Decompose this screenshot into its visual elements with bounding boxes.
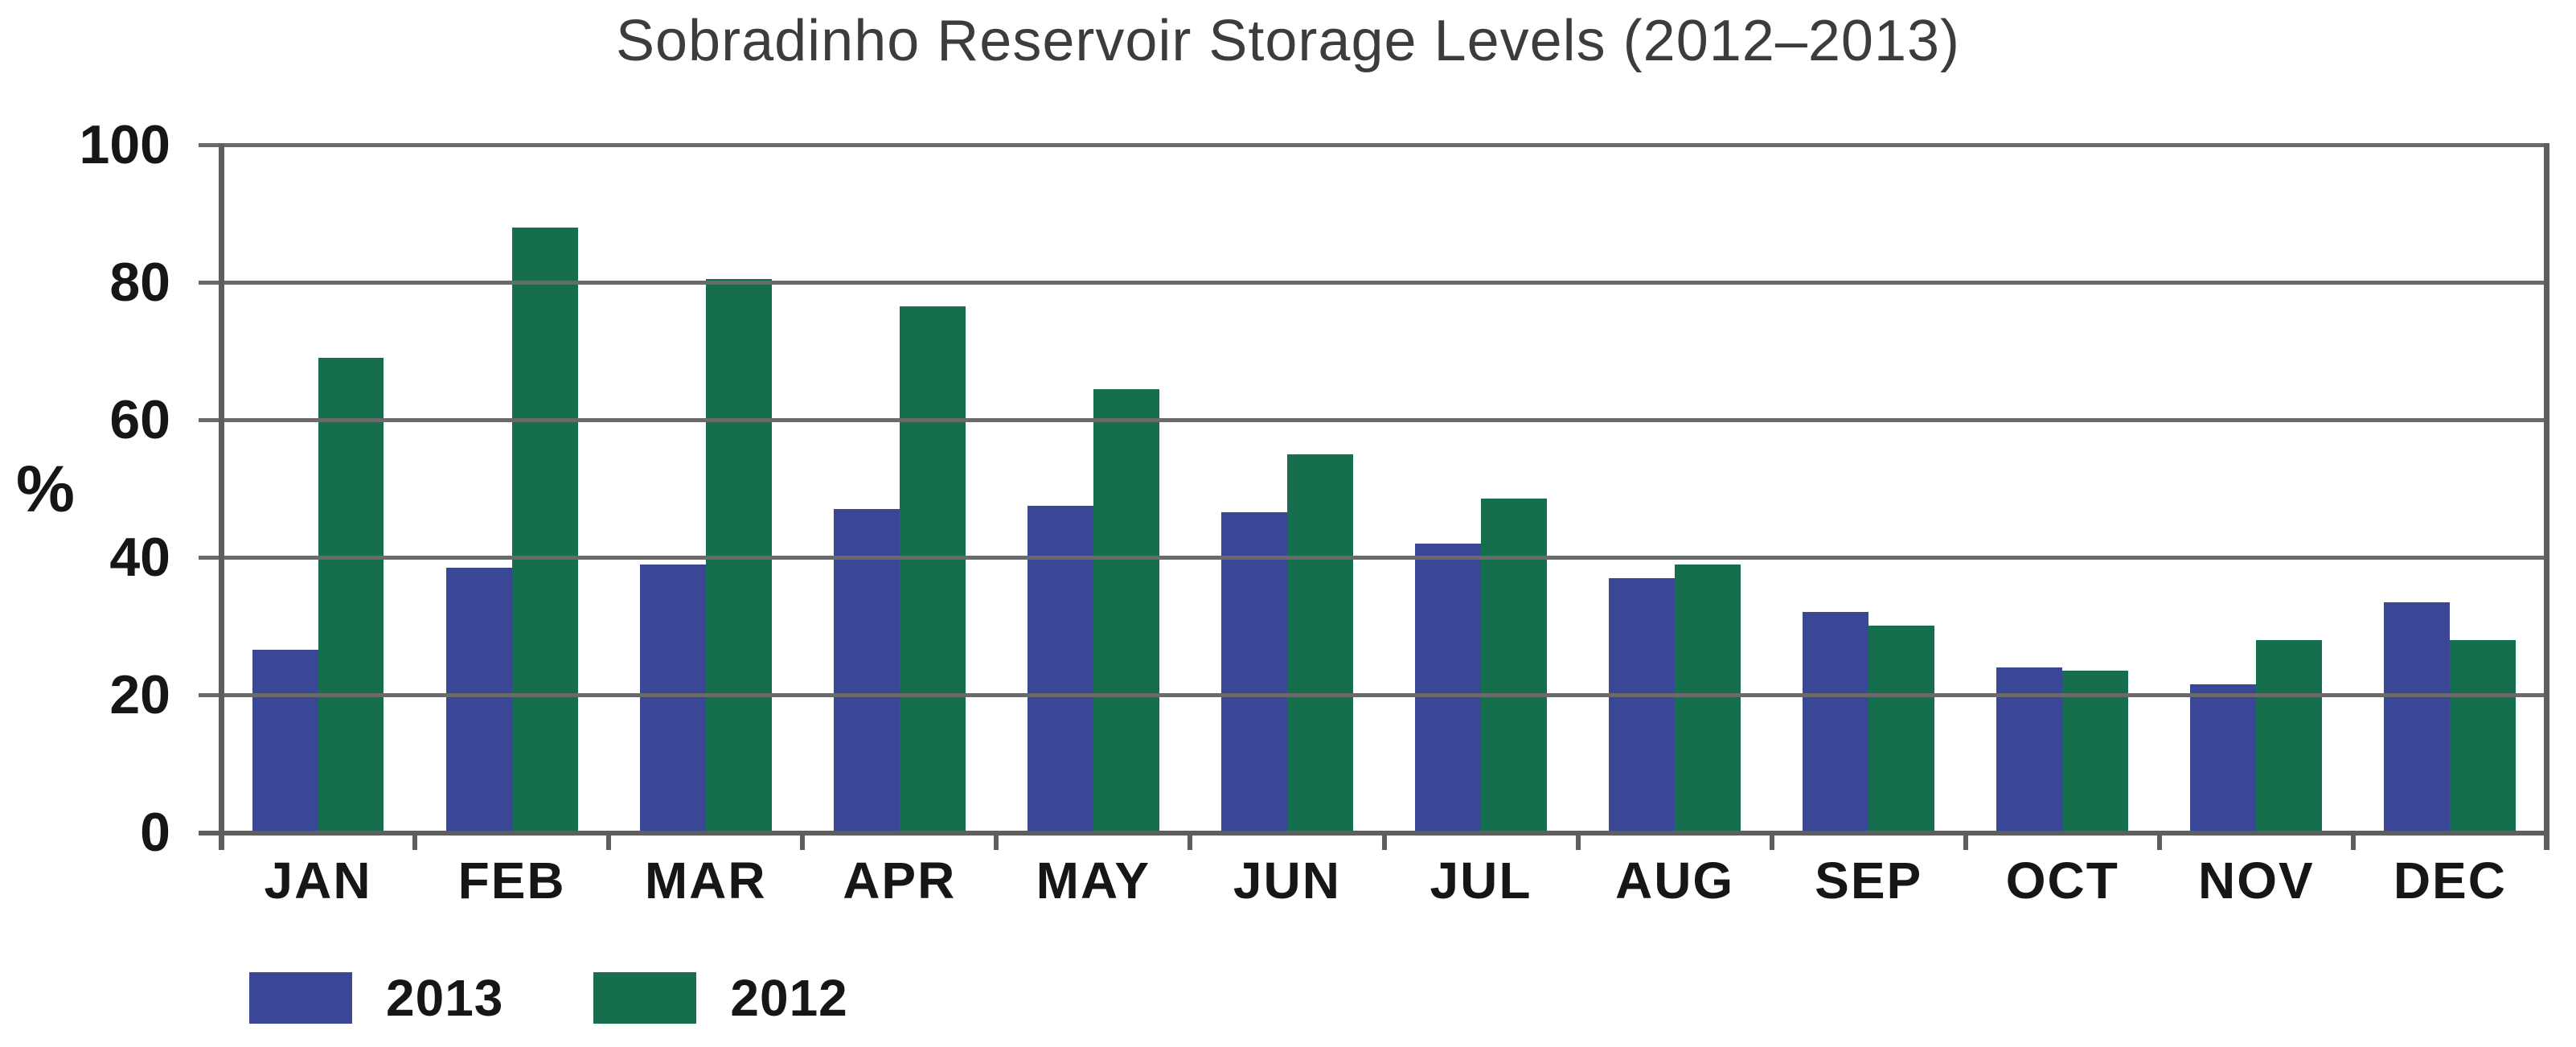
bar-group-aug: [1578, 145, 1772, 832]
gridline-60: [199, 418, 2547, 422]
bars-layer: [221, 145, 2547, 832]
bar-group-nov: [2160, 145, 2353, 832]
y-tick-label-80: 80: [109, 252, 170, 313]
x-axis-tick-1: [412, 832, 418, 850]
plot-area: [199, 143, 2549, 850]
bar-2013-may: [1027, 506, 1093, 832]
bar-2012-oct: [2062, 671, 2129, 832]
bar-2013-dec: [2384, 602, 2451, 832]
chart-legend: 2013 2012: [249, 968, 938, 1028]
y-axis-unit-label: %: [16, 453, 75, 526]
legend-label-2013: 2013: [386, 969, 504, 1027]
plot-right-border: [2544, 143, 2549, 850]
bar-group-dec: [2353, 145, 2547, 832]
month-label-dec: DEC: [2393, 852, 2507, 909]
bar-2012-nov: [2256, 640, 2323, 832]
x-axis-tick-5: [1188, 832, 1193, 850]
gridline-20: [199, 693, 2547, 697]
bar-2013-jul: [1415, 544, 1481, 832]
x-axis-tick-3: [800, 832, 806, 850]
bar-2013-nov: [2190, 684, 2257, 832]
gridline-40: [199, 556, 2547, 560]
y-tick-label-0: 0: [140, 802, 170, 863]
y-tick-label-20: 20: [109, 664, 170, 725]
bar-2012-may: [1093, 389, 1159, 832]
month-label-sep: SEP: [1815, 852, 1923, 909]
y-axis-tick-labels: 100 80 60 40 20 0: [0, 114, 170, 863]
bar-2013-sep: [1803, 612, 1869, 832]
legend-label-2012: 2012: [730, 969, 848, 1027]
bar-2012-apr: [899, 306, 966, 832]
legend-swatch-2012: [593, 972, 697, 1024]
legend-item-2013: 2013: [249, 968, 503, 1028]
bar-2012-feb: [511, 228, 578, 832]
y-tick-label-100: 100: [79, 114, 170, 175]
bar-group-feb: [415, 145, 609, 832]
bar-2013-aug: [1609, 578, 1676, 832]
bar-2013-jan: [252, 650, 318, 832]
month-label-mar: MAR: [644, 852, 767, 909]
bar-2013-oct: [1996, 667, 2063, 832]
month-label-feb: FEB: [457, 852, 566, 909]
gridline-0: [199, 831, 2547, 836]
y-tick-label-40: 40: [109, 527, 170, 588]
x-axis-tick-9: [1963, 832, 1968, 850]
bar-group-sep: [1772, 145, 1966, 832]
month-label-jul: JUL: [1430, 852, 1532, 909]
x-axis-tick-7: [1575, 832, 1581, 850]
y-axis-line: [219, 143, 224, 850]
legend-swatch-2013: [249, 972, 352, 1024]
x-axis-tick-6: [1381, 832, 1387, 850]
bar-group-may: [996, 145, 1190, 832]
chart-title: Sobradinho Reservoir Storage Levels (201…: [615, 9, 1961, 73]
bar-2012-dec: [2450, 640, 2517, 832]
bar-group-mar: [609, 145, 802, 832]
x-axis-tick-12: [2545, 832, 2549, 850]
x-axis-tick-4: [994, 832, 999, 850]
legend-item-2012: 2012: [593, 968, 847, 1028]
bar-2012-jul: [1481, 499, 1547, 832]
bar-group-jul: [1384, 145, 1577, 832]
bar-2013-jun: [1220, 512, 1287, 832]
bar-group-apr: [802, 145, 996, 832]
bar-2012-aug: [1675, 565, 1741, 832]
x-axis-month-labels: JAN FEB MAR APR MAY JUN JUL AUG SEP OCT NOV DEC: [221, 851, 2547, 910]
bar-2012-sep: [1868, 626, 1935, 832]
month-label-aug: AUG: [1614, 852, 1735, 909]
bar-2012-jun: [1286, 454, 1353, 832]
x-axis-tick-10: [2156, 832, 2162, 850]
bar-2013-apr: [833, 509, 900, 832]
bar-group-jun: [1190, 145, 1384, 832]
month-label-jan: JAN: [264, 852, 372, 909]
bar-2013-feb: [445, 568, 512, 832]
x-axis-tick-8: [1769, 832, 1774, 850]
month-label-may: MAY: [1036, 852, 1151, 909]
x-axis-tick-2: [606, 832, 612, 850]
bar-group-oct: [1966, 145, 2160, 832]
month-label-jun: JUN: [1233, 852, 1341, 909]
month-label-oct: OCT: [2005, 852, 2119, 909]
x-axis-tick-0: [219, 832, 224, 850]
gridline-100: [199, 143, 2547, 147]
month-label-nov: NOV: [2197, 852, 2315, 909]
x-axis-tick-11: [2350, 832, 2356, 850]
gridline-80: [199, 281, 2547, 285]
month-label-apr: APR: [843, 852, 957, 909]
bar-group-jan: [221, 145, 415, 832]
bar-2013-mar: [639, 565, 706, 832]
bar-2012-jan: [318, 358, 384, 832]
y-tick-label-60: 60: [109, 389, 170, 450]
